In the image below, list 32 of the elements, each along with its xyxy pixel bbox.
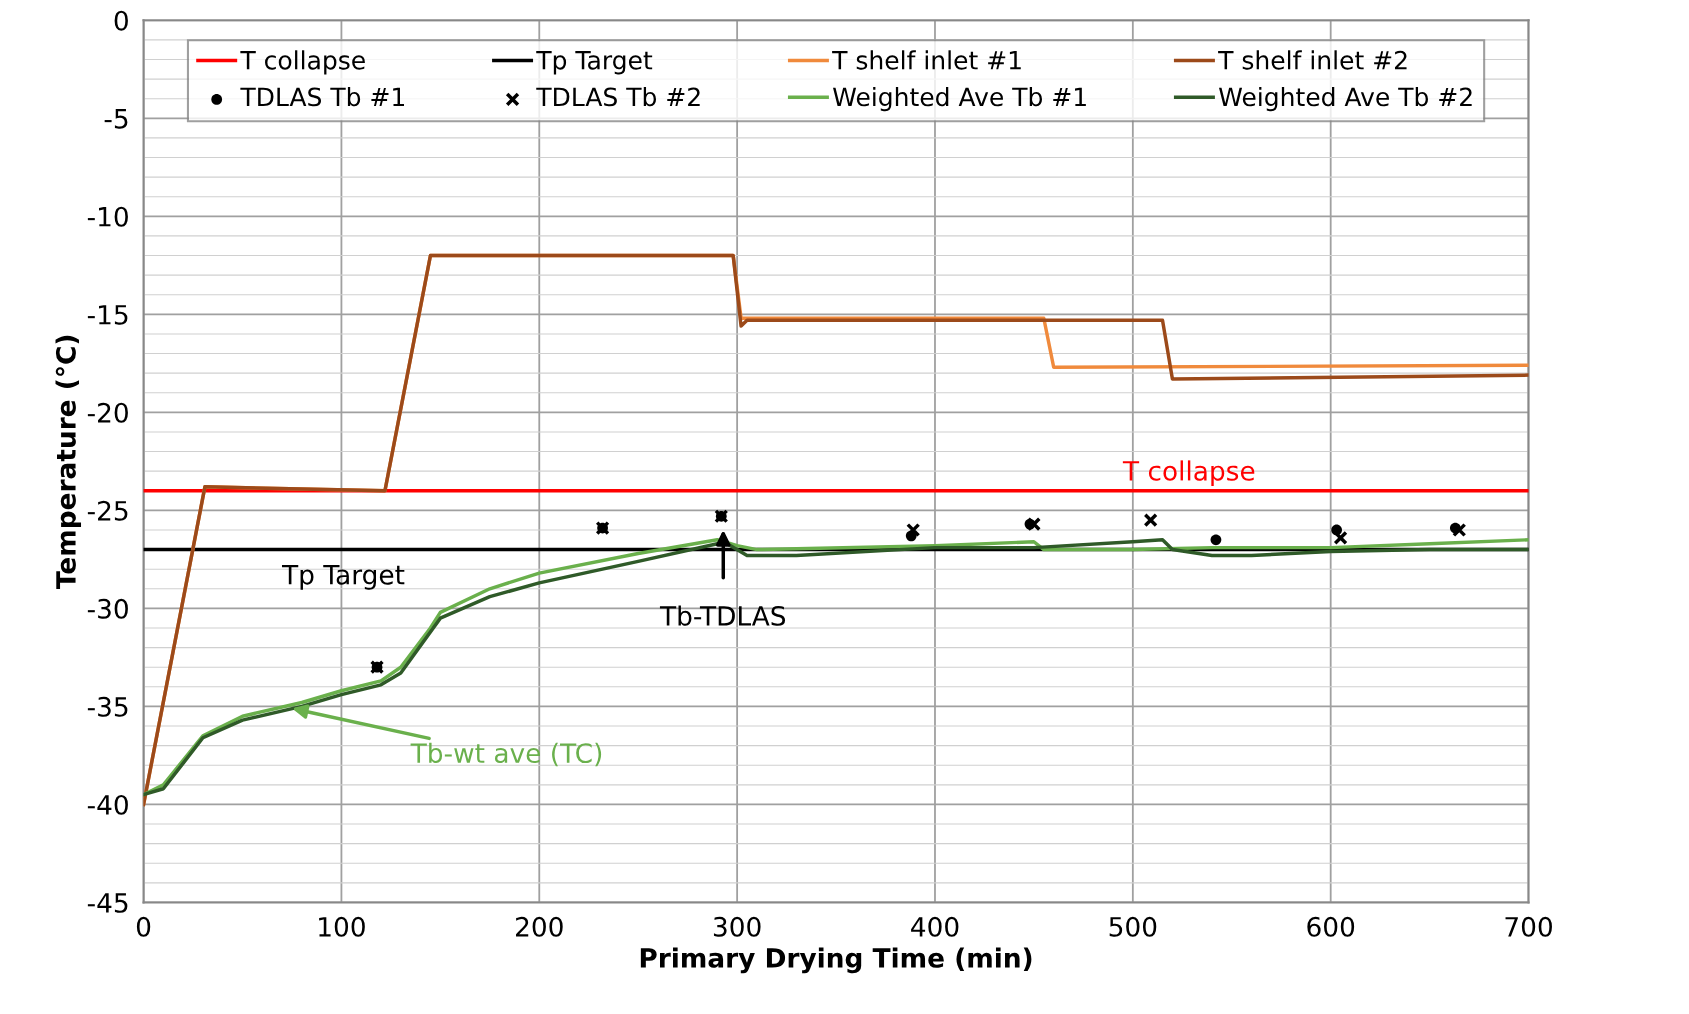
- x-tick-label: 200: [516, 916, 563, 937]
- y-tick-label: -35: [87, 696, 128, 717]
- x-tick-label: 600: [1307, 916, 1355, 937]
- y-tick-label: -15: [87, 305, 128, 325]
- x-tick-label: 0: [136, 916, 151, 937]
- y-tick-label: -25: [87, 500, 128, 521]
- legend-label: Weighted Ave Tb #2: [1219, 86, 1472, 112]
- legend-label: TDLAS Tb #2: [536, 86, 700, 107]
- y-tick-label: 0: [114, 10, 128, 31]
- legend-label: Tp Target: [536, 51, 653, 75]
- x-tick-label: 100: [319, 916, 365, 937]
- x-tick-label: 500: [1109, 916, 1157, 937]
- legend-label: Weighted Ave Tb #1: [833, 86, 1086, 112]
- legend-label: TDLAS Tb #1: [240, 86, 404, 107]
- x-axis-title: Primary Drying Time (min): [640, 947, 1032, 974]
- y-tick-label: -45: [87, 893, 128, 913]
- y-tick-label: -20: [87, 402, 128, 423]
- annotation: Tb-TDLAS: [659, 605, 786, 626]
- x-tick-label: 300: [713, 916, 761, 937]
- y-axis-title: Temperature (°C): [55, 335, 82, 590]
- x-tick-label: 700: [1505, 916, 1552, 937]
- y-tick-label: -30: [87, 598, 128, 619]
- y-tick-label: -5: [104, 109, 128, 129]
- y-tick-label: -10: [87, 206, 128, 227]
- annotation: Tp Target: [281, 565, 405, 590]
- legend-label: T shelf inlet #1: [832, 50, 1021, 70]
- y-tick-label: -40: [87, 794, 128, 815]
- annotation: T collapse: [1122, 460, 1255, 486]
- annotation: Tb-wt ave (TC): [410, 742, 602, 767]
- legend-label: T shelf inlet #2: [1218, 50, 1407, 70]
- x-tick-label: 400: [911, 916, 959, 937]
- legend-label: T collapse: [240, 50, 365, 75]
